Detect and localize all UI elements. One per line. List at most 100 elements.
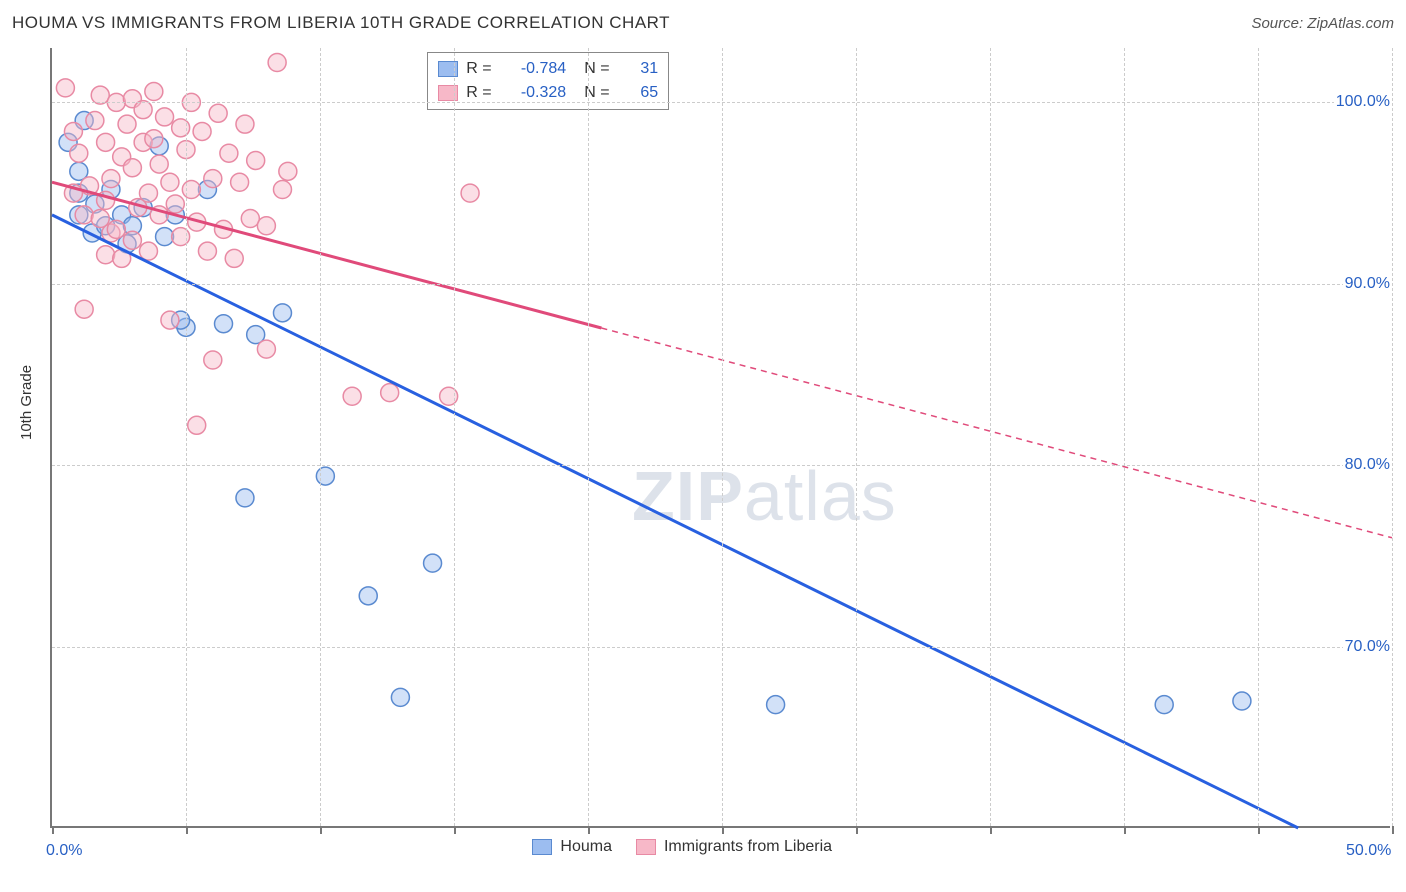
data-point xyxy=(102,170,120,188)
legend-swatch xyxy=(532,839,552,855)
x-tick xyxy=(722,826,724,834)
legend-label: Immigrants from Liberia xyxy=(664,838,832,856)
gridline-v xyxy=(856,48,857,826)
data-point xyxy=(268,54,286,72)
x-tick xyxy=(990,826,992,834)
data-point xyxy=(381,384,399,402)
gridline-v xyxy=(320,48,321,826)
legend-row: R =-0.328N =65 xyxy=(438,81,658,105)
legend-row: R =-0.784N =31 xyxy=(438,57,658,81)
gridline-h xyxy=(52,465,1390,466)
data-point xyxy=(156,108,174,126)
data-point xyxy=(75,206,93,224)
gridline-h xyxy=(52,284,1390,285)
data-point xyxy=(64,122,82,140)
gridline-v xyxy=(990,48,991,826)
legend-swatch xyxy=(636,839,656,855)
data-point xyxy=(220,144,238,162)
data-point xyxy=(188,416,206,434)
data-point xyxy=(391,688,409,706)
data-point xyxy=(424,554,442,572)
data-point xyxy=(359,587,377,605)
legend-n-value: 31 xyxy=(624,60,658,78)
gridline-h xyxy=(52,102,1390,103)
x-tick xyxy=(186,826,188,834)
gridline-v xyxy=(1258,48,1259,826)
data-point xyxy=(86,112,104,130)
legend-item: Houma xyxy=(532,838,612,856)
x-tick xyxy=(1258,826,1260,834)
chart-title: HOUMA VS IMMIGRANTS FROM LIBERIA 10TH GR… xyxy=(12,13,670,33)
data-point xyxy=(198,242,216,260)
gridline-h xyxy=(52,647,1390,648)
legend-r-value: -0.328 xyxy=(506,84,566,102)
data-point xyxy=(166,195,184,213)
gridline-v xyxy=(1124,48,1125,826)
x-tick xyxy=(1392,826,1394,834)
legend-item: Immigrants from Liberia xyxy=(636,838,832,856)
y-axis-label: 100.0% xyxy=(1334,93,1392,111)
source-attribution: Source: ZipAtlas.com xyxy=(1251,15,1394,32)
data-point xyxy=(209,104,227,122)
legend-swatch xyxy=(438,61,458,77)
x-tick xyxy=(320,826,322,834)
data-point xyxy=(231,173,249,191)
data-point xyxy=(273,180,291,198)
data-point xyxy=(70,144,88,162)
data-point xyxy=(273,304,291,322)
data-point xyxy=(161,311,179,329)
data-point xyxy=(236,115,254,133)
x-tick xyxy=(588,826,590,834)
data-point xyxy=(139,242,157,260)
legend-r-value: -0.784 xyxy=(506,60,566,78)
data-point xyxy=(461,184,479,202)
data-point xyxy=(193,122,211,140)
correlation-legend: R =-0.784N =31R =-0.328N =65 xyxy=(427,52,669,110)
x-tick xyxy=(1124,826,1126,834)
data-point xyxy=(247,151,265,169)
x-tick xyxy=(454,826,456,834)
data-point xyxy=(279,162,297,180)
data-point xyxy=(204,170,222,188)
gridline-v xyxy=(588,48,589,826)
x-axis-label-min: 0.0% xyxy=(46,842,82,860)
series-legend: Houma Immigrants from Liberia xyxy=(532,838,832,856)
data-point xyxy=(118,115,136,133)
data-point xyxy=(123,231,141,249)
data-point xyxy=(343,387,361,405)
trend-line xyxy=(52,215,1298,828)
data-point xyxy=(156,228,174,246)
data-point xyxy=(107,220,125,238)
data-point xyxy=(150,155,168,173)
data-point xyxy=(1233,692,1251,710)
data-point xyxy=(215,315,233,333)
data-point xyxy=(75,300,93,318)
data-point xyxy=(204,351,222,369)
y-axis-label: 70.0% xyxy=(1343,638,1392,656)
plot-area: ZIPatlas R =-0.784N =31R =-0.328N =65 70… xyxy=(50,48,1390,828)
gridline-v xyxy=(722,48,723,826)
data-point xyxy=(236,489,254,507)
y-axis-label: 90.0% xyxy=(1343,275,1392,293)
data-point xyxy=(241,210,259,228)
y-axis-title: 10th Grade xyxy=(18,365,35,440)
legend-n-value: 65 xyxy=(624,84,658,102)
data-point xyxy=(97,246,115,264)
x-axis-label-max: 50.0% xyxy=(1346,842,1391,860)
data-point xyxy=(97,133,115,151)
gridline-v xyxy=(186,48,187,826)
chart-canvas xyxy=(52,48,1390,826)
data-point xyxy=(257,340,275,358)
legend-label: Houma xyxy=(560,838,612,856)
data-point xyxy=(1155,696,1173,714)
trend-line-extrapolated xyxy=(601,328,1392,538)
legend-r-label: R = xyxy=(466,84,498,102)
legend-r-label: R = xyxy=(466,60,498,78)
y-axis-label: 80.0% xyxy=(1343,456,1392,474)
gridline-v xyxy=(1392,48,1393,826)
x-tick xyxy=(856,826,858,834)
data-point xyxy=(145,83,163,101)
data-point xyxy=(767,696,785,714)
data-point xyxy=(139,184,157,202)
data-point xyxy=(161,173,179,191)
